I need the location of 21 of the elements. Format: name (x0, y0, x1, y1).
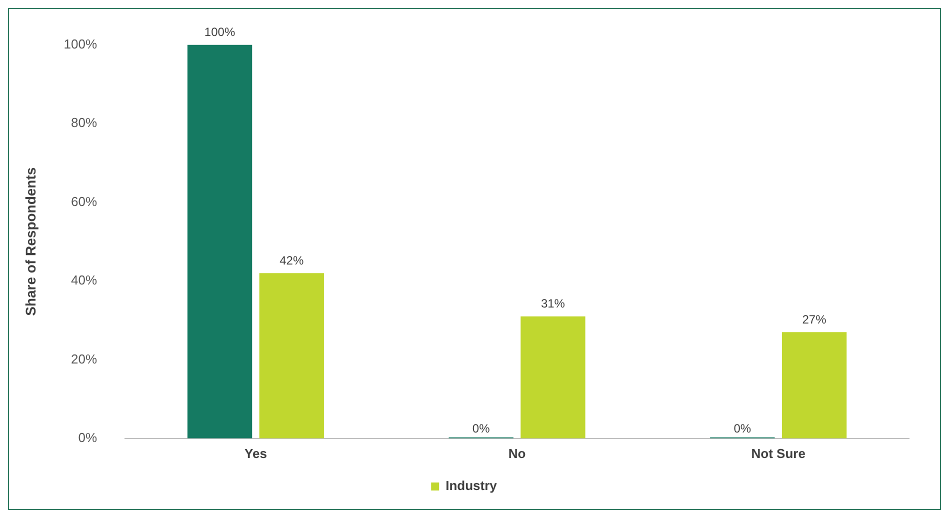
x-tick-label: Yes (244, 446, 267, 461)
y-tick-label: 0% (78, 430, 98, 445)
data-label: 0% (472, 422, 490, 436)
y-tick-label: 60% (71, 194, 98, 209)
x-tick-label: Not Sure (751, 446, 806, 461)
y-axis-title: Share of Respondents (22, 167, 38, 316)
data-label: 100% (204, 25, 236, 40)
y-tick-label: 40% (71, 272, 98, 288)
data-label: 42% (280, 253, 304, 268)
x-tick-label: No (508, 446, 526, 461)
data-label: 31% (540, 296, 566, 311)
bar (520, 316, 586, 438)
y-tick-label: 80% (71, 115, 98, 130)
data-label: 27% (802, 312, 827, 326)
data-label: 0% (734, 422, 752, 436)
legend-label: Industry (446, 478, 498, 494)
bar (187, 44, 252, 438)
bar (782, 332, 847, 438)
bar (259, 273, 324, 438)
y-tick-label: 100% (64, 36, 98, 52)
y-tick-label: 20% (71, 351, 98, 366)
